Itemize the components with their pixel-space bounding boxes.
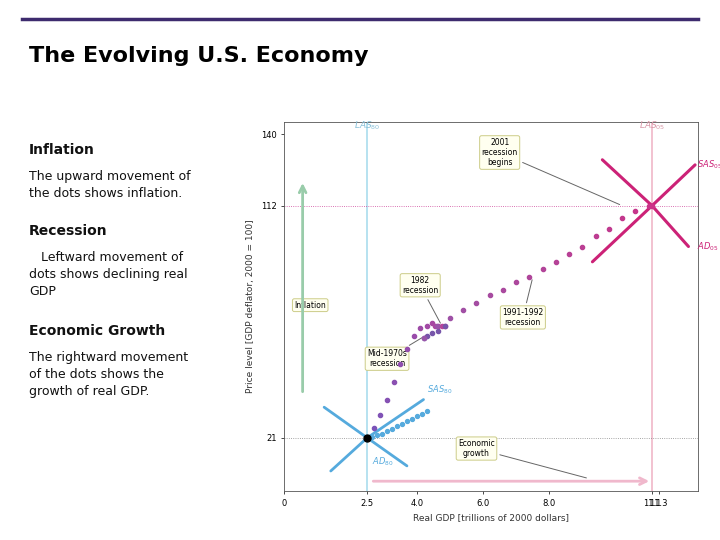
Point xyxy=(408,332,419,340)
Point xyxy=(406,414,418,423)
Text: 2001
recession
begins: 2001 recession begins xyxy=(482,138,620,205)
Point xyxy=(647,201,658,210)
Point xyxy=(577,242,588,251)
Text: 1991-1992
recession: 1991-1992 recession xyxy=(503,280,544,327)
Point xyxy=(395,360,406,368)
Text: $SAS_{80}$: $SAS_{80}$ xyxy=(427,383,452,396)
Point xyxy=(377,430,388,438)
Point xyxy=(361,434,373,442)
Point xyxy=(416,409,428,418)
Point xyxy=(457,306,469,315)
Point xyxy=(396,420,408,428)
X-axis label: Real GDP [trillions of 2000 dollars]: Real GDP [trillions of 2000 dollars] xyxy=(413,514,570,523)
Point xyxy=(421,407,433,415)
Point xyxy=(426,329,438,338)
Text: Inflation: Inflation xyxy=(29,143,94,157)
Text: $LAS_{05}$: $LAS_{05}$ xyxy=(639,119,665,132)
Text: Inflation: Inflation xyxy=(294,301,326,309)
Point xyxy=(439,321,451,330)
Text: The rightward movement
of the dots shows the
growth of real GDP.: The rightward movement of the dots shows… xyxy=(29,351,188,398)
Point xyxy=(616,214,628,223)
Text: Leftward movement of
dots shows declining real
GDP: Leftward movement of dots shows declinin… xyxy=(29,251,187,298)
Point xyxy=(361,434,373,442)
Point xyxy=(361,434,373,442)
Point xyxy=(382,427,393,436)
Point xyxy=(401,417,413,426)
Text: The upward movement of
the dots shows inflation.: The upward movement of the dots shows in… xyxy=(29,170,190,200)
Point xyxy=(603,224,615,233)
Y-axis label: Price level [GDP deflator, 2000 = 100]: Price level [GDP deflator, 2000 = 100] xyxy=(246,220,256,393)
Point xyxy=(431,321,443,330)
Point xyxy=(368,423,379,432)
Point xyxy=(498,286,509,294)
Text: $LAS_{80}$: $LAS_{80}$ xyxy=(354,119,380,132)
Point xyxy=(439,321,451,330)
Point xyxy=(382,395,393,404)
Point xyxy=(426,319,438,327)
Point xyxy=(523,273,535,281)
Text: $AD_{05}$: $AD_{05}$ xyxy=(697,240,719,253)
Point xyxy=(388,377,400,386)
Point xyxy=(401,344,413,353)
Point xyxy=(387,424,398,433)
Point xyxy=(537,265,549,274)
Point xyxy=(643,201,654,210)
Point xyxy=(411,412,423,421)
Text: Economic
growth: Economic growth xyxy=(458,439,586,478)
Point xyxy=(471,298,482,307)
Point xyxy=(433,326,444,335)
Point xyxy=(564,250,575,259)
Point xyxy=(630,206,642,215)
Text: $SAS_{05}$: $SAS_{05}$ xyxy=(697,159,720,171)
Point xyxy=(415,324,426,333)
Text: 1982
recession: 1982 recession xyxy=(402,275,441,323)
Point xyxy=(484,291,495,299)
Point xyxy=(391,422,402,431)
Point xyxy=(510,278,522,287)
Point xyxy=(421,321,433,330)
Point xyxy=(436,321,448,330)
Point xyxy=(418,334,429,343)
Point xyxy=(418,334,429,343)
Text: The Evolving U.S. Economy: The Evolving U.S. Economy xyxy=(29,46,369,66)
Point xyxy=(550,258,562,266)
Point xyxy=(444,314,456,322)
Point xyxy=(429,321,441,330)
Text: Mid-1970s
recession: Mid-1970s recession xyxy=(367,337,423,368)
Point xyxy=(366,432,378,441)
Text: Economic Growth: Economic Growth xyxy=(29,324,165,338)
Text: Recession: Recession xyxy=(29,224,107,238)
Point xyxy=(421,332,433,340)
Point xyxy=(372,431,383,440)
Point xyxy=(433,321,444,330)
Point xyxy=(590,232,601,241)
Point xyxy=(374,410,386,419)
Text: $AD_{80}$: $AD_{80}$ xyxy=(372,456,394,468)
